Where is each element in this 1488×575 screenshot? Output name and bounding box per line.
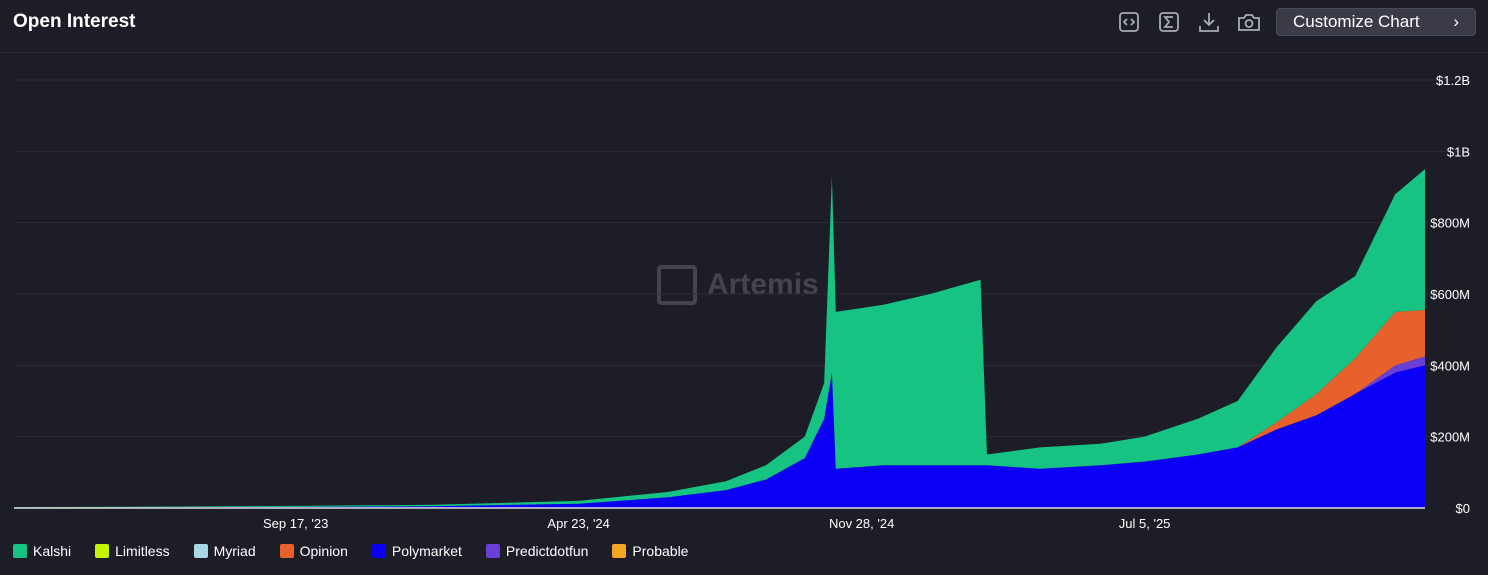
x-tick-label: Nov 28, '24	[829, 516, 894, 531]
legend-item-kalshi[interactable]: Kalshi	[13, 543, 71, 559]
legend-swatch	[279, 544, 294, 558]
x-tick-label: Apr 23, '24	[547, 516, 609, 531]
legend-swatch	[485, 544, 500, 558]
toolbar: Customize Chart ›	[1116, 8, 1476, 36]
legend-label: Opinion	[299, 543, 348, 559]
legend-swatch	[612, 544, 627, 558]
legend-label: Polymarket	[391, 543, 462, 559]
legend: Kalshi Limitless Myriad Opinion Polymarket Pr…	[13, 543, 688, 559]
legend-label: Myriad	[213, 543, 256, 559]
y-tick-label: $600M	[1430, 287, 1470, 302]
legend-label: Probable	[632, 543, 689, 559]
legend-item-myriad[interactable]: Myriad	[193, 543, 256, 559]
legend-item-predictdotfun[interactable]: Predictdotfun	[485, 543, 589, 559]
legend-item-polymarket[interactable]: Polymarket	[371, 543, 462, 559]
customize-chart-button[interactable]: Customize Chart ›	[1276, 8, 1476, 36]
divider	[0, 52, 1488, 53]
legend-item-opinion[interactable]: Opinion	[279, 543, 348, 559]
legend-item-limitless[interactable]: Limitless	[95, 543, 170, 559]
legend-label: Predictdotfun	[505, 543, 589, 559]
y-tick-label: $1.2B	[1436, 73, 1470, 88]
legend-item-probable[interactable]: Probable	[612, 543, 688, 559]
x-tick-label: Sep 17, '23	[263, 516, 328, 531]
series-area-polymarket	[14, 365, 1425, 508]
y-tick-label: $800M	[1430, 216, 1470, 231]
x-tick-label: Jul 5, '25	[1119, 516, 1171, 531]
legend-swatch	[13, 544, 27, 558]
legend-label: Kalshi	[33, 543, 72, 559]
legend-swatch	[371, 544, 386, 558]
legend-swatch	[193, 544, 208, 558]
camera-icon[interactable]	[1236, 9, 1262, 35]
y-tick-label: $400M	[1430, 358, 1470, 373]
y-tick-label: $0	[1456, 501, 1470, 516]
open-interest-chart: $0 $200M $400M $600M $800M $1B $1.2B Sep 17, '2…	[14, 73, 1470, 531]
artemis-watermark: Artemis	[657, 265, 819, 305]
sigma-icon[interactable]	[1156, 9, 1182, 35]
y-tick-label: $1B	[1447, 144, 1470, 159]
embed-icon[interactable]	[1116, 9, 1142, 35]
legend-swatch	[95, 544, 110, 558]
artemis-logo-icon	[657, 265, 697, 305]
legend-label: Limitless	[115, 543, 170, 559]
watermark-text: Artemis	[707, 268, 819, 301]
customize-chart-label: Customize Chart	[1293, 12, 1420, 31]
download-icon[interactable]	[1196, 9, 1222, 35]
chevron-right-icon: ›	[1453, 12, 1459, 31]
chart-title: Open Interest	[13, 11, 136, 32]
y-tick-label: $200M	[1430, 430, 1470, 445]
